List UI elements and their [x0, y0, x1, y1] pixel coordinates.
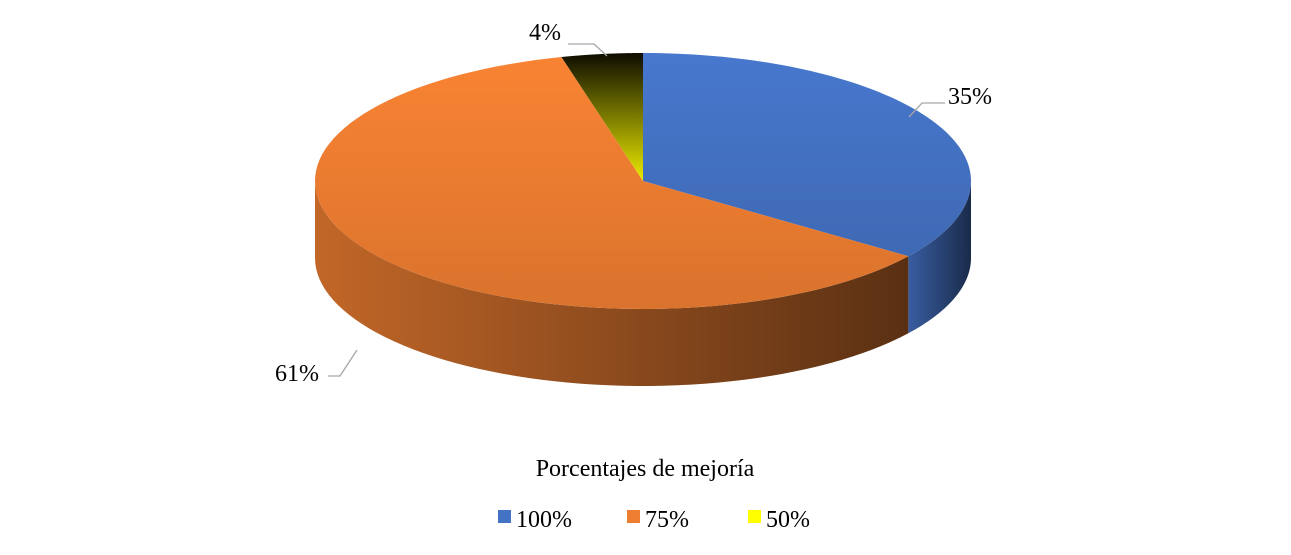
data-label-blue: 35% — [948, 84, 992, 110]
legend-swatch-orange — [627, 510, 640, 523]
leader-line-orange — [328, 349, 358, 377]
leader-lines-group — [328, 43, 945, 377]
legend-label-orange: 75% — [645, 507, 689, 533]
leader-line-blue — [908, 102, 945, 118]
data-label-yellow: 4% — [529, 20, 561, 46]
legend-label-yellow: 50% — [766, 507, 810, 533]
legend-swatch-blue — [498, 510, 511, 523]
leader-line-yellow — [568, 43, 608, 57]
legend: 100% 75% 50% — [498, 507, 810, 533]
pie-slice-blue — [643, 53, 971, 257]
pie-top-group — [315, 53, 971, 309]
pie-sides-group — [315, 181, 971, 386]
pie-side-orange — [315, 181, 909, 386]
data-labels-group: 35% 61% 4% — [275, 20, 992, 387]
pie-slice-yellow — [561, 53, 643, 181]
category-title: Porcentajes de mejoría — [536, 456, 755, 482]
legend-label-blue: 100% — [516, 507, 572, 533]
data-label-orange: 61% — [275, 361, 319, 387]
legend-swatch-yellow — [748, 510, 761, 523]
pie-side-blue — [908, 181, 971, 334]
pie-slice-orange — [315, 57, 909, 309]
